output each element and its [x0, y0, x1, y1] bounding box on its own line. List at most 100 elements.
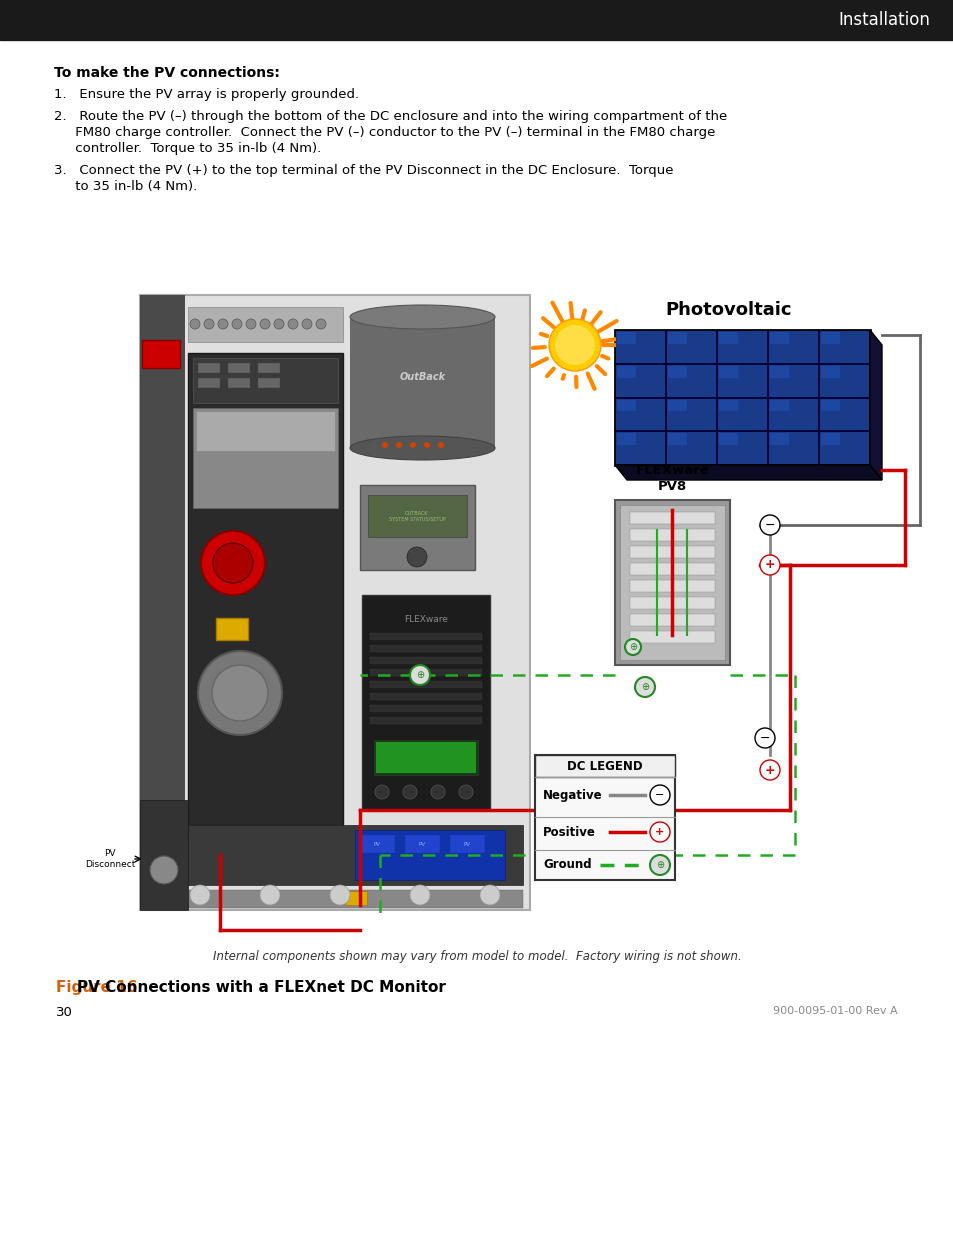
Text: DC LEGEND: DC LEGEND — [567, 760, 642, 773]
Text: ⊕: ⊕ — [628, 642, 637, 652]
Text: FM80 charge controller.  Connect the PV (–) conductor to the PV (–) terminal in : FM80 charge controller. Connect the PV (… — [54, 126, 715, 140]
Bar — [768, 331, 817, 363]
Bar — [820, 432, 868, 464]
Bar — [193, 408, 337, 508]
Circle shape — [395, 442, 401, 448]
Bar — [629, 546, 714, 558]
Text: −: − — [759, 731, 769, 745]
Bar — [370, 645, 481, 652]
Bar — [616, 399, 664, 430]
Bar — [195, 411, 335, 451]
Bar — [768, 364, 817, 396]
Bar — [375, 742, 476, 773]
Bar — [0, 0, 953, 40]
Circle shape — [260, 885, 280, 905]
Bar — [345, 890, 367, 905]
Bar — [820, 331, 868, 363]
Bar — [666, 364, 716, 396]
Bar — [718, 399, 766, 430]
Circle shape — [402, 785, 416, 799]
Circle shape — [624, 638, 640, 655]
Text: to 35 in-lb (4 Nm).: to 35 in-lb (4 Nm). — [54, 180, 197, 193]
Bar — [359, 835, 395, 853]
Bar — [718, 364, 766, 396]
Circle shape — [760, 515, 780, 535]
Circle shape — [330, 885, 350, 905]
Circle shape — [649, 855, 669, 876]
Bar — [140, 295, 185, 910]
Text: Positive: Positive — [542, 825, 596, 839]
Text: 1.   Ensure the PV array is properly grounded.: 1. Ensure the PV array is properly groun… — [54, 88, 358, 101]
Text: +: + — [655, 827, 664, 837]
Ellipse shape — [350, 305, 495, 329]
Circle shape — [423, 442, 430, 448]
Bar — [719, 332, 737, 343]
Circle shape — [218, 319, 228, 329]
Text: PV8: PV8 — [658, 479, 686, 493]
Circle shape — [437, 442, 443, 448]
Circle shape — [479, 885, 499, 905]
Circle shape — [760, 555, 780, 576]
Text: controller.  Torque to 35 in-lb (4 Nm).: controller. Torque to 35 in-lb (4 Nm). — [54, 142, 321, 156]
Bar — [405, 835, 439, 853]
Bar — [666, 432, 716, 464]
Text: Internal components shown may vary from model to model.  Factory wiring is not s: Internal components shown may vary from … — [213, 950, 740, 963]
Circle shape — [458, 785, 473, 799]
Text: FLEXware: FLEXware — [404, 615, 448, 625]
Bar — [769, 366, 788, 378]
Bar — [350, 317, 495, 448]
Circle shape — [260, 319, 270, 329]
Bar — [719, 433, 737, 445]
Text: +: + — [764, 558, 775, 572]
Text: 30: 30 — [56, 1007, 72, 1019]
Bar — [616, 432, 664, 464]
Text: Photovoltaic: Photovoltaic — [664, 301, 791, 319]
Bar — [616, 331, 664, 363]
Bar — [370, 669, 481, 676]
Bar — [228, 363, 250, 373]
Bar — [188, 890, 522, 908]
Bar — [820, 399, 868, 430]
Bar — [629, 614, 714, 626]
Bar — [629, 529, 714, 541]
Text: PV: PV — [463, 841, 470, 846]
Text: PV Connections with a FLEXnet DC Monitor: PV Connections with a FLEXnet DC Monitor — [56, 981, 445, 995]
Polygon shape — [869, 330, 882, 480]
Circle shape — [198, 651, 282, 735]
Circle shape — [410, 664, 430, 685]
Bar — [615, 330, 869, 466]
Bar — [667, 433, 686, 445]
Bar — [629, 631, 714, 643]
Bar — [615, 500, 729, 664]
Text: ⊕: ⊕ — [416, 671, 424, 680]
Bar — [188, 308, 343, 342]
Text: 2.   Route the PV (–) through the bottom of the DC enclosure and into the wiring: 2. Route the PV (–) through the bottom o… — [54, 110, 726, 124]
Text: +: + — [764, 763, 775, 777]
Bar — [188, 825, 522, 885]
Text: −: − — [655, 790, 664, 800]
Polygon shape — [615, 466, 882, 480]
Bar — [666, 399, 716, 430]
Bar — [629, 580, 714, 592]
Bar — [193, 358, 337, 403]
Bar — [820, 364, 868, 396]
Circle shape — [407, 547, 427, 567]
Text: 3.   Connect the PV (+) to the top terminal of the PV Disconnect in the DC Enclo: 3. Connect the PV (+) to the top termina… — [54, 164, 673, 177]
Bar — [198, 378, 220, 388]
Circle shape — [649, 785, 669, 805]
Bar — [370, 680, 481, 688]
Bar — [257, 363, 280, 373]
Bar — [535, 755, 675, 881]
Bar — [140, 800, 188, 910]
Text: OutBack: OutBack — [399, 373, 445, 383]
Text: Installation: Installation — [838, 11, 929, 28]
Bar — [617, 332, 635, 343]
Bar — [361, 595, 490, 810]
Bar — [370, 634, 481, 640]
Text: Ground: Ground — [542, 858, 591, 872]
Circle shape — [315, 319, 326, 329]
Circle shape — [431, 785, 444, 799]
Bar — [718, 432, 766, 464]
Bar — [719, 366, 737, 378]
Bar — [617, 433, 635, 445]
